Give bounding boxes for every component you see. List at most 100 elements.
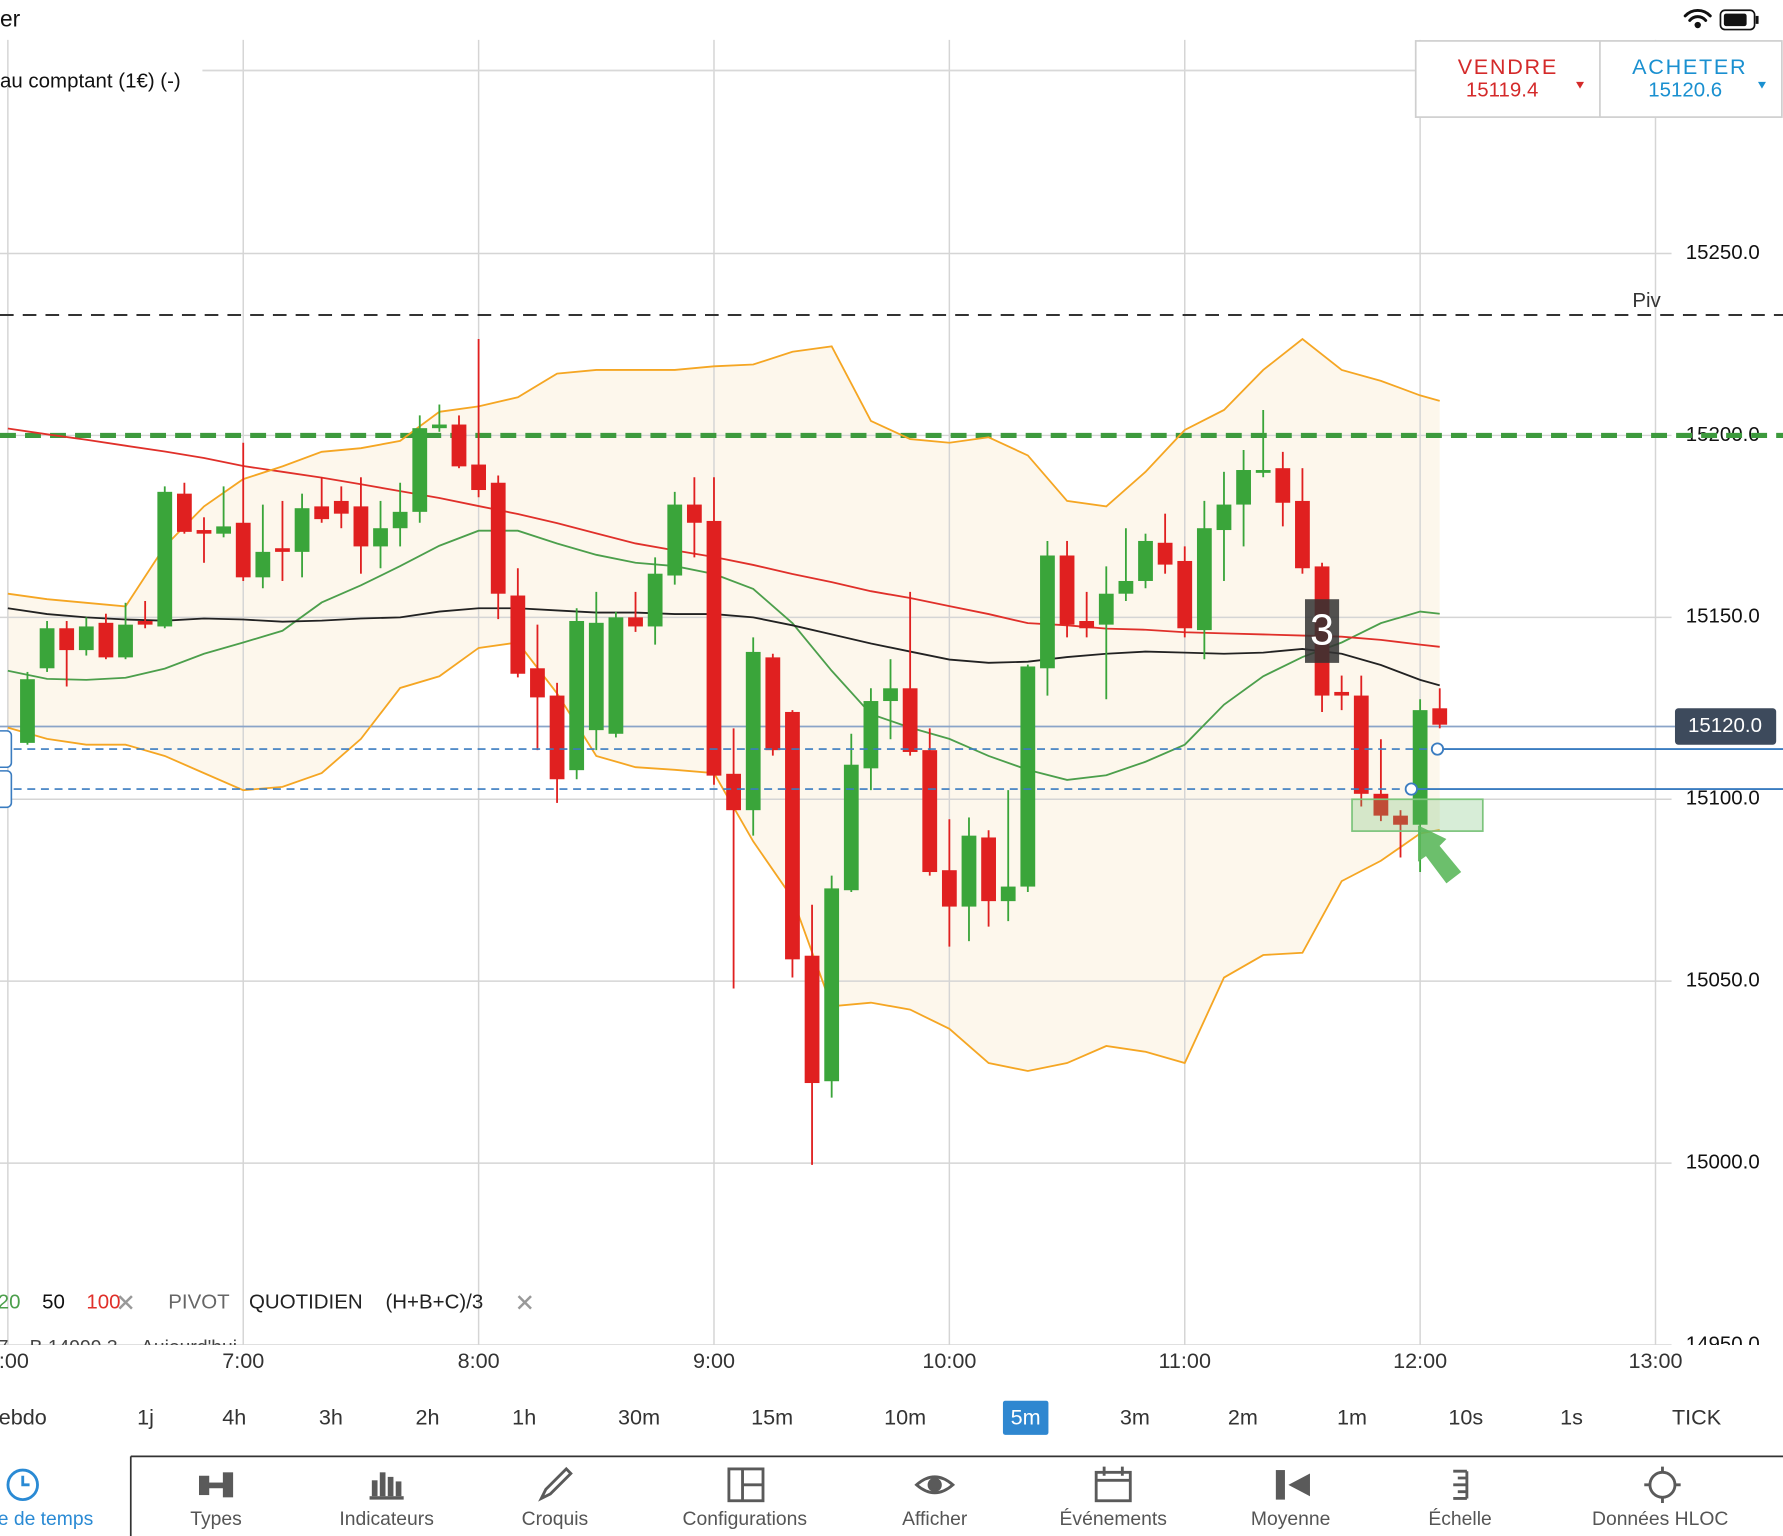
candle-body bbox=[588, 622, 604, 731]
y-tick-label: 15250.0 bbox=[1686, 241, 1760, 264]
timeframe-button[interactable]: 15m bbox=[751, 1405, 793, 1430]
toolbar-button[interactable]: Moyenne bbox=[1251, 1509, 1330, 1530]
timeframe-button[interactable]: 10m bbox=[884, 1405, 926, 1430]
candle-body bbox=[431, 424, 447, 429]
candle-body bbox=[1432, 708, 1448, 725]
y-tick-label: 15000.0 bbox=[1686, 1150, 1760, 1173]
bollinger-band bbox=[7, 337, 1440, 608]
toolbar-button[interactable]: Types bbox=[190, 1509, 242, 1530]
buy-price: 15120.6 bbox=[1648, 78, 1722, 101]
candle-body bbox=[1216, 504, 1232, 531]
trade-panel: VENDRE 15119.4 ACHETER 15120.6 bbox=[1414, 40, 1783, 118]
y-tick-label: 14950.0 bbox=[1686, 1332, 1760, 1355]
candle-body bbox=[373, 528, 388, 547]
y-tick-label: 15050.0 bbox=[1686, 969, 1760, 992]
toolbar-icons bbox=[6, 1466, 1681, 1504]
moving-average bbox=[7, 529, 1440, 781]
sell-price: 15119.4 bbox=[1466, 78, 1538, 101]
y-tick-label: 15150.0 bbox=[1686, 605, 1760, 628]
candle-body bbox=[1040, 555, 1055, 669]
info-text: 7 bbox=[0, 1338, 8, 1359]
timeframe-button[interactable]: 1j bbox=[137, 1405, 154, 1430]
candle-body bbox=[412, 428, 428, 512]
toolbar-button[interactable]: Croquis bbox=[522, 1509, 589, 1530]
candle-body bbox=[549, 695, 565, 780]
timeframe-button[interactable]: 5m bbox=[1011, 1405, 1041, 1430]
candle-body bbox=[745, 651, 761, 811]
legend-entry: 100 bbox=[86, 1290, 120, 1313]
candle-body bbox=[235, 522, 251, 578]
toolbar-button[interactable]: Configurations bbox=[683, 1509, 808, 1530]
toolbar-button[interactable]: Échelle bbox=[1428, 1507, 1491, 1530]
candle-body bbox=[255, 551, 271, 578]
timeframe-button[interactable]: 30m bbox=[618, 1405, 660, 1430]
events-icon bbox=[1094, 1466, 1132, 1503]
candle-body bbox=[39, 628, 55, 669]
toolbar-button[interactable]: Données HLOC bbox=[1592, 1509, 1728, 1530]
legend-remove-icon[interactable] bbox=[118, 1295, 133, 1310]
candle-body bbox=[451, 424, 467, 467]
toolbar-button[interactable]: Événements bbox=[1060, 1507, 1167, 1530]
candle-body bbox=[647, 573, 663, 627]
buy-button[interactable]: ACHETER 15120.6 bbox=[1632, 54, 1766, 101]
order-handle[interactable] bbox=[1404, 782, 1418, 796]
order-handle[interactable] bbox=[1430, 742, 1445, 756]
candle-body bbox=[569, 620, 585, 771]
candle-body bbox=[392, 511, 408, 529]
order-tag[interactable] bbox=[0, 730, 13, 769]
timeframe-button[interactable]: TICK bbox=[1672, 1405, 1722, 1430]
sell-button[interactable]: VENDRE 15119.4 bbox=[1458, 54, 1585, 101]
info-row: 7 B 14999.3 Aujourd'hui bbox=[0, 1338, 237, 1359]
candle-body bbox=[843, 764, 859, 891]
candle-body bbox=[902, 688, 918, 752]
candle-body bbox=[314, 506, 330, 520]
candle-body bbox=[1157, 542, 1173, 565]
timeframe-button[interactable]: 3m bbox=[1120, 1405, 1150, 1430]
toolbar-button[interactable]: Afficher bbox=[902, 1509, 968, 1530]
indicator-remove-icon[interactable] bbox=[517, 1295, 532, 1310]
timeframe-button[interactable]: ebdo bbox=[0, 1405, 47, 1430]
toolbar-button[interactable]: e de temps bbox=[0, 1509, 93, 1530]
plot-layer: 14950.0 15000.0 15050.0 15100.0 15150.0 15200… bbox=[0, 241, 1783, 1355]
candle-body bbox=[1098, 593, 1114, 625]
x-tick-label: 6:00 bbox=[0, 1348, 29, 1373]
timeframe-button[interactable]: 1s bbox=[1560, 1405, 1583, 1430]
candle-body bbox=[608, 617, 624, 734]
x-tick-label: 9:00 bbox=[693, 1348, 735, 1373]
candle-body bbox=[1118, 580, 1134, 594]
candle-body bbox=[137, 620, 153, 625]
legend-entry: 20 bbox=[0, 1290, 20, 1313]
moving-average bbox=[7, 607, 1440, 687]
timeframe-button[interactable]: 1h bbox=[512, 1405, 536, 1430]
order-tag[interactable] bbox=[0, 770, 13, 809]
candle-body bbox=[1000, 886, 1016, 902]
candle-body bbox=[981, 837, 996, 902]
timeframe-button[interactable]: 2h bbox=[416, 1405, 440, 1430]
indicator-label: (H+B+C)/3 bbox=[385, 1290, 483, 1313]
candle-body bbox=[883, 688, 898, 702]
x-tick-label: 10:00 bbox=[922, 1348, 976, 1373]
candle-body bbox=[686, 504, 702, 523]
timeframe-button[interactable]: 3h bbox=[319, 1405, 343, 1430]
clock-icon bbox=[6, 1468, 39, 1502]
candle-body bbox=[941, 870, 957, 907]
highlight-arrow bbox=[1417, 825, 1462, 884]
timeframe-button[interactable]: 2m bbox=[1228, 1405, 1258, 1430]
candle-body bbox=[1255, 470, 1271, 473]
candle-body bbox=[510, 595, 526, 674]
instrument-name: au comptant (1€) (-) bbox=[0, 69, 181, 92]
x-tick-label: 8:00 bbox=[458, 1348, 500, 1373]
candle-body bbox=[20, 679, 35, 743]
timeframe-button[interactable]: 1m bbox=[1337, 1405, 1367, 1430]
toolbar-button[interactable]: Indicateurs bbox=[339, 1509, 433, 1530]
candle-body bbox=[1334, 691, 1350, 696]
timeframe-button[interactable]: 4h bbox=[222, 1405, 246, 1430]
indicator-label: QUOTIDIEN bbox=[249, 1290, 363, 1313]
highlight-zone bbox=[1351, 798, 1484, 832]
candle-body bbox=[1295, 500, 1310, 569]
candle-body bbox=[804, 955, 820, 1084]
candle-body bbox=[176, 493, 192, 532]
candle-body bbox=[530, 668, 545, 698]
timeframe-button[interactable]: 10s bbox=[1448, 1405, 1483, 1430]
